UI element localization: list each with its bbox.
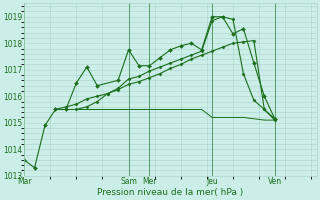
X-axis label: Pression niveau de la mer( hPa ): Pression niveau de la mer( hPa ) (97, 188, 244, 197)
